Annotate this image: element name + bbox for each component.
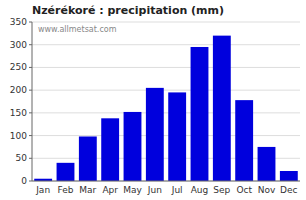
grid-line (32, 112, 300, 113)
bar (57, 163, 75, 181)
grid-line (32, 135, 300, 136)
y-tick-label: 150 (10, 108, 27, 118)
grid-line (32, 67, 300, 68)
bar (213, 36, 231, 181)
bar (235, 100, 253, 181)
grid-line (32, 181, 300, 182)
bar (146, 88, 164, 181)
x-tick-label: Mar (79, 185, 96, 195)
bar (280, 171, 298, 181)
x-tick-label: May (123, 185, 142, 195)
x-axis: Jan Feb Mar Apr May Jun Jul Aug Sep Oct Nov Dec (35, 185, 297, 195)
x-tick-label: Apr (102, 185, 118, 195)
chart-container: 050100150200250300350JanFebMarAprMayJunJ… (0, 0, 306, 200)
bar (124, 112, 142, 181)
x-tick-label: Aug (191, 185, 209, 195)
bar (258, 147, 276, 181)
y-tick-label: 0 (21, 176, 27, 186)
bar (168, 92, 186, 181)
grid-line (32, 44, 300, 45)
y-tick-label: 350 (10, 17, 27, 27)
x-tick-label: Sep (213, 185, 230, 195)
y-tick-label: 250 (10, 62, 27, 72)
grid-line (32, 22, 300, 23)
grid-line (32, 90, 300, 91)
x-tick-label: Jun (147, 185, 162, 195)
x-tick-label: Oct (236, 185, 252, 195)
y-axis: 0 50 100 150 200 250 300 350 (10, 17, 32, 186)
x-axis-line (32, 181, 300, 182)
y-axis-line (32, 22, 33, 181)
bars (34, 36, 298, 181)
x-tick-label: Nov (258, 185, 276, 195)
watermark: www.allmetsat.com (38, 25, 117, 34)
y-tick-label: 200 (10, 85, 27, 95)
chart-svg: 050100150200250300350JanFebMarAprMayJunJ… (0, 0, 306, 200)
x-tick-label: Jul (171, 185, 183, 195)
y-tick-label: 50 (16, 153, 28, 163)
bar (191, 47, 209, 181)
x-tick-label: Feb (58, 185, 74, 195)
y-grid (32, 22, 300, 181)
bar (101, 118, 119, 181)
y-tick-label: 100 (10, 131, 27, 141)
bar (79, 136, 97, 181)
title: Nzérékoré : precipitation (mm) (32, 4, 224, 17)
x-tick-label: Jan (35, 185, 50, 195)
y-tick-label: 300 (10, 40, 27, 50)
x-tick-label: Dec (280, 185, 297, 195)
